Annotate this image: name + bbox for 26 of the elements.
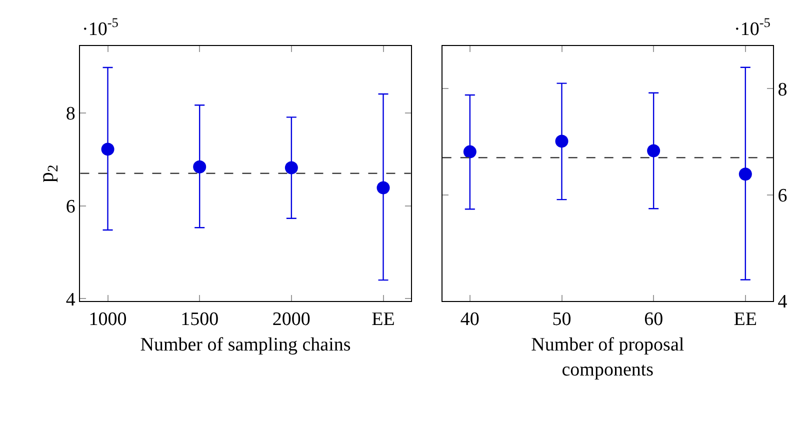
y-tick-label: 4 bbox=[66, 289, 76, 310]
point bbox=[101, 142, 114, 156]
x-axis-title: Number of sampling chains bbox=[140, 334, 351, 356]
point bbox=[463, 145, 476, 158]
y-tick-label: 6 bbox=[66, 196, 76, 218]
y2-tick-label: 4 bbox=[778, 292, 788, 313]
y-tick-label: 8 bbox=[66, 104, 76, 125]
x-tick-label: 60 bbox=[644, 308, 664, 330]
x-tick-label: 40 bbox=[460, 308, 480, 330]
x-tick-label: EE bbox=[734, 308, 758, 330]
x-tick-label: EE bbox=[372, 308, 395, 330]
point bbox=[193, 160, 206, 174]
x-tick-label: 1500 bbox=[180, 308, 219, 330]
x-axis-title: Number of proposal components bbox=[531, 334, 684, 380]
x-tick-label: 2000 bbox=[272, 308, 310, 330]
point bbox=[376, 181, 390, 194]
text: ·10$^{-5}$ bbox=[734, 15, 771, 40]
y2-tick-label: 6 bbox=[778, 185, 788, 206]
point bbox=[284, 161, 298, 174]
point bbox=[738, 168, 752, 181]
y2-tick-label: 8 bbox=[778, 79, 788, 100]
x-tick-label: 1000 bbox=[88, 308, 127, 330]
text: ·10$^{-5}$ bbox=[82, 15, 119, 40]
point bbox=[555, 134, 568, 148]
point bbox=[647, 144, 660, 158]
x-tick-label: 50 bbox=[552, 308, 572, 330]
